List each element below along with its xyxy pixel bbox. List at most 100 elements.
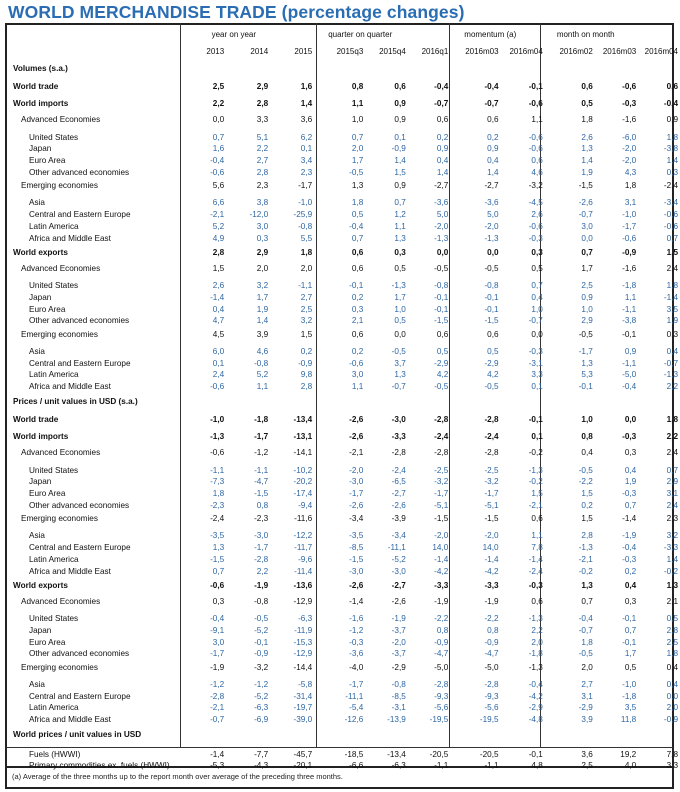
cell-value: -1,0 (622, 679, 637, 689)
cell-value: -0,5 (484, 382, 499, 392)
cell-value: 3,0 (256, 221, 269, 231)
cell-value: 3,1 (581, 691, 593, 701)
group-header: quarter on quarter (328, 30, 393, 39)
cell-value: 1,1 (624, 292, 637, 302)
row-label: Emerging economies (21, 662, 98, 672)
cell-value: -0,3 (622, 489, 637, 499)
cell-value: 7,8 (666, 749, 678, 759)
cell-value: -1,4 (528, 554, 543, 564)
cell-value: -0,6 (210, 167, 225, 177)
cell-value: 2,0 (351, 144, 364, 154)
table-row: United States -1,1 -1,1 -10,2 -2,0 -2,4 -2,5 -2… (7, 461, 680, 477)
cell-value: -0,7 (434, 99, 449, 109)
cell-value: 0,6 (487, 115, 499, 125)
cell-value (318, 60, 363, 79)
cell-value: 5,5 (300, 233, 313, 243)
table-row: Central and Eastern Europe 0,1 -0,8 -0,9 -0,… (7, 358, 680, 370)
cell-value: 2,7 (581, 679, 593, 689)
table-row: Emerging economies 5,6 2,3 -1,7 1,3 0,9 -2,7 -2… (7, 179, 680, 194)
cell-value: -0,9 (434, 637, 449, 647)
cell-value: 1,8 (581, 115, 593, 125)
cell-value: 9,8 (300, 370, 313, 380)
cell-value: -0,3 (349, 637, 364, 647)
cell-value: 1,0 (581, 304, 593, 314)
cell-value: -3,6 (484, 198, 499, 208)
row-label: Latin America (29, 370, 79, 380)
cell-value (268, 393, 318, 412)
cell-value: 0,2 (487, 132, 499, 142)
cell-value: -0,5 (434, 382, 449, 392)
row-label: Other advanced economies (29, 649, 130, 659)
cell-value: -0,9 (622, 247, 637, 257)
table-row: United States 0,7 5,1 6,2 0,7 0,1 0,2 0,2 -0,6 2,… (7, 128, 680, 144)
cell-value: 0,1 (394, 132, 406, 142)
column-header: 2015q3 (336, 47, 364, 56)
cell-value: 0,0 (436, 247, 449, 257)
row-label: Advanced Economies (21, 448, 101, 458)
cell-value: -1,2 (349, 625, 364, 635)
row-label: Africa and Middle East (29, 566, 111, 576)
cell-value: -4,3 (254, 761, 269, 771)
cell-value: -0,1 (349, 281, 364, 291)
cell-value: 3,2 (256, 281, 269, 291)
column-header: 2015 (294, 47, 313, 56)
table-row: Other advanced economies -2,3 0,8 -9,4 -2,6 -… (7, 500, 680, 512)
cell-value: -2,1 (578, 554, 593, 564)
cell-value: 0,4 (666, 346, 678, 356)
cell-value: -1,8 (622, 281, 637, 291)
cell-value: -0,6 (663, 221, 678, 231)
cell-value: -1,8 (622, 691, 637, 701)
cell-value (268, 726, 318, 745)
cell-value: 2,9 (666, 477, 678, 487)
cell-value: -1,3 (391, 281, 406, 291)
cell-value: -1,9 (391, 614, 406, 624)
row-label: United States (29, 614, 79, 624)
cell-value: -0,9 (391, 144, 406, 154)
cell-value: -0,2 (578, 566, 593, 576)
cell-value: -4,7 (484, 649, 499, 659)
cell-value (593, 393, 636, 412)
cell-value: -2,9 (391, 662, 406, 672)
cell-value: 1,4 (300, 99, 313, 109)
cell-value: -2,0 (434, 221, 449, 231)
cell-value: -0,7 (484, 99, 499, 109)
row-label: Africa and Middle East (29, 715, 111, 725)
cell-value: -31,4 (293, 691, 313, 701)
cell-value: 2,8 (666, 625, 678, 635)
cell-value: 0,8 (256, 500, 269, 510)
cell-value: -1,4 (434, 554, 449, 564)
cell-value: -1,7 (349, 679, 364, 689)
footnote: (a) Average of the three months up to th… (12, 772, 343, 781)
cell-value: -2,9 (578, 703, 593, 713)
group-header: year on year (211, 30, 257, 39)
cell-value: 0,7 (624, 500, 637, 510)
cell-value: -2,0 (622, 156, 637, 166)
cell-value: -1,1 (484, 761, 499, 771)
cell-value: 0,8 (581, 432, 593, 442)
cell-value: 0,4 (487, 156, 499, 166)
row-label: World trade (13, 415, 59, 425)
table-row: Euro Area 3,0 -0,1 -15,3 -0,3 -2,0 -0,9 -0,9 2,0… (7, 637, 680, 649)
cell-value: 2,6 (212, 281, 225, 291)
table-row: Latin America 5,2 3,0 -0,8 -0,4 1,1 -2,0 -2,0 -0… (7, 221, 680, 233)
cell-value: 1,9 (666, 316, 678, 326)
cell-value: -1,1 (298, 281, 313, 291)
cell-value (318, 393, 363, 412)
cell-value: -2,7 (391, 580, 406, 590)
cell-value: -13,9 (387, 715, 406, 725)
table-row: Primary commodities ex. fuels (HWWI) -5,3… (7, 761, 680, 773)
cell-value: -0,9 (663, 715, 678, 725)
cell-value: -6,9 (254, 715, 269, 725)
cell-value: -3,8 (622, 316, 637, 326)
row-label: Emerging economies (21, 514, 98, 524)
cell-value: 1,5 (300, 329, 313, 339)
table-row: Other advanced economies 4,7 1,4 3,2 2,1 0,5 -… (7, 316, 680, 328)
cell-value: -11,7 (294, 543, 313, 553)
cell-value (198, 393, 225, 412)
cell-value: 0,7 (581, 596, 593, 606)
cell-value: 5,3 (581, 370, 593, 380)
cell-value: 2,4 (666, 448, 678, 458)
cell-value: -0,1 (622, 329, 637, 339)
cell-value: -5,1 (484, 500, 499, 510)
cell-value: -1,3 (434, 233, 449, 243)
